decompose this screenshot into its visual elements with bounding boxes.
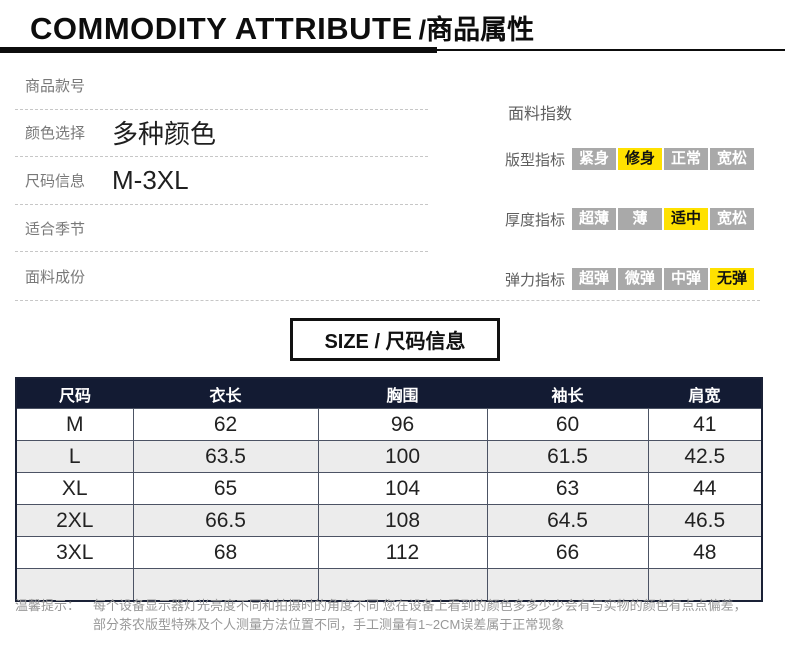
table-row: 2XL 66.5 108 64.5 46.5 [15,504,763,537]
size-cell: 2XL [15,504,134,537]
size-cell: 46.5 [647,504,763,537]
fabric-row-elasticity: 弹力指标 超弹 微弹 中弹 无弹 [505,268,754,290]
page-title-chinese: /商品属性 [418,15,535,45]
size-section-title-box: SIZE / 尺码信息 [290,318,500,361]
header-underline-thin [437,49,785,51]
chip-option: 超弹 [572,268,616,290]
size-cell: 60 [486,408,649,441]
size-cell: 108 [317,504,488,537]
fabric-row-label: 版型指标 [505,151,566,169]
size-cell: 112 [317,536,488,569]
chip-option: 紧身 [572,148,616,170]
size-cell: 100 [317,440,488,473]
page-title: COMMODITY ATTRIBUTE/商品属性 [30,8,534,47]
size-cell: 66 [486,536,649,569]
size-cell: 62 [132,408,319,441]
size-cell [317,568,488,602]
fabric-row-label: 弹力指标 [505,271,566,289]
thickness-indicator-chips: 超薄 薄 适中 宽松 [572,208,754,230]
header-underline-thick [0,47,437,53]
fit-indicator-chips: 紧身 修身 正常 宽松 [572,148,754,170]
attribute-label: 面料成份 [25,268,86,286]
table-row: XL 65 104 63 44 [15,472,763,505]
attribute-label: 颜色选择 [25,125,86,143]
size-col-header: 衣长 [133,378,318,409]
size-cell: 41 [647,408,763,441]
page-title-english: COMMODITY ATTRIBUTE [30,11,413,46]
size-cell: 63 [486,472,649,505]
size-cell [15,568,134,602]
attribute-row-color: 颜色选择 多种颜色 [15,110,428,158]
size-cell: L [15,440,134,473]
fabric-row-label: 厚度指标 [505,211,566,229]
size-chart-table: 尺码 衣长 胸围 袖长 肩宽 M 62 96 60 41 L 63.5 100 … [15,377,763,602]
disclaimer-line-1: 每个设备显示器灯光亮度不同和拍摄时的角度不同 您在设备上看到的颜色多多少少会有与… [93,598,747,613]
table-row: L 63.5 100 61.5 42.5 [15,440,763,473]
size-col-header: 袖长 [487,378,648,409]
attribute-label: 尺码信息 [25,172,86,190]
size-col-header: 胸围 [318,378,487,409]
size-cell: M [15,408,134,441]
chip-option: 无弹 [710,268,754,290]
size-cell [486,568,649,602]
size-cell: 96 [317,408,488,441]
attribute-value: 多种颜色 [112,119,217,150]
table-header-row: 尺码 衣长 胸围 袖长 肩宽 [16,378,762,409]
size-cell: 66.5 [132,504,319,537]
chip-option: 薄 [618,208,662,230]
size-cell: 65 [132,472,319,505]
size-cell: XL [15,472,134,505]
chip-option: 宽松 [710,148,754,170]
size-cell: 61.5 [486,440,649,473]
attribute-list: 商品款号 颜色选择 多种颜色 尺码信息 M-3XL 适合季节 面料成份 [15,62,428,300]
size-cell [647,568,763,602]
size-cell: 64.5 [486,504,649,537]
section-divider-dashed [15,300,760,301]
attribute-row-fabric: 面料成份 [15,252,428,300]
size-cell: 63.5 [132,440,319,473]
table-row-empty [15,568,763,602]
disclaimer-prefix: 温馨提示： [15,598,81,613]
fabric-index-title: 面料指数 [508,106,573,123]
size-section-title: SIZE / 尺码信息 [324,331,466,353]
chip-option: 微弹 [618,268,662,290]
size-cell [132,568,319,602]
elasticity-indicator-chips: 超弹 微弹 中弹 无弹 [572,268,754,290]
chip-option: 适中 [664,208,708,230]
size-cell: 68 [132,536,319,569]
attribute-row-size-info: 尺码信息 M-3XL [15,157,428,205]
attribute-value: M-3XL [112,164,189,195]
attribute-row-season: 适合季节 [15,205,428,253]
chip-option: 修身 [618,148,662,170]
table-row: 3XL 68 112 66 48 [15,536,763,569]
attribute-label: 适合季节 [25,220,86,238]
disclaimer-text: 每个设备显示器灯光亮度不同和拍摄时的角度不同 您在设备上看到的颜色多多少少会有与… [93,596,777,634]
chip-option: 宽松 [710,208,754,230]
attribute-row-style-number: 商品款号 [15,62,428,110]
size-cell: 48 [647,536,763,569]
fabric-row-thickness: 厚度指标 超薄 薄 适中 宽松 [505,208,754,230]
chip-option: 正常 [664,148,708,170]
size-cell: 3XL [15,536,134,569]
disclaimer-line-2: 部分茶农版型特殊及个人测量方法位置不同，手工测量有1~2CM误差属于正常现象 [93,617,565,632]
size-col-header: 尺码 [16,378,133,409]
attribute-label: 商品款号 [25,77,86,95]
size-cell: 104 [317,472,488,505]
disclaimer-note: 温馨提示： 每个设备显示器灯光亮度不同和拍摄时的角度不同 您在设备上看到的颜色多… [15,596,777,634]
table-row: M 62 96 60 41 [15,408,763,441]
size-cell: 42.5 [647,440,763,473]
fabric-row-fit: 版型指标 紧身 修身 正常 宽松 [505,148,754,170]
chip-option: 超薄 [572,208,616,230]
size-cell: 44 [647,472,763,505]
chip-option: 中弹 [664,268,708,290]
size-col-header: 肩宽 [648,378,762,409]
